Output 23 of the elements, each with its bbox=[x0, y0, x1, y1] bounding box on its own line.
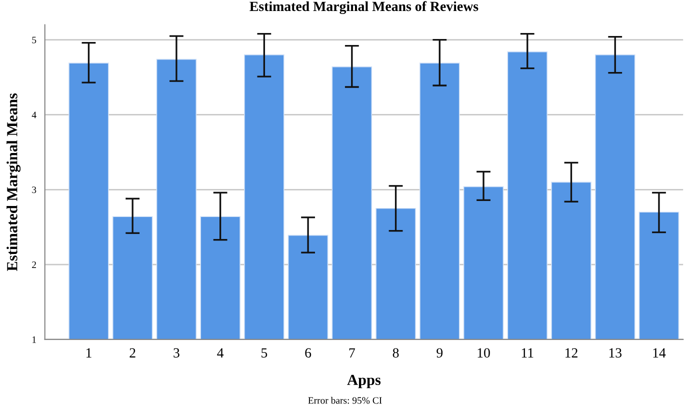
x-tick-label: 4 bbox=[217, 348, 224, 358]
x-tick-label: 1 bbox=[86, 348, 92, 358]
y-tick-label: 2 bbox=[32, 262, 36, 268]
x-tick-label: 12 bbox=[566, 348, 578, 358]
x-tick-label: 11 bbox=[522, 348, 534, 358]
x-tick-label: 3 bbox=[174, 348, 180, 358]
x-tick-label: 5 bbox=[262, 348, 268, 358]
y-tick-label: 1 bbox=[32, 336, 36, 343]
y-tick-label: 3 bbox=[32, 186, 36, 194]
x-axis-title: Apps bbox=[347, 374, 381, 388]
y-axis-title: Estimated Marginal Means bbox=[6, 93, 21, 272]
x-tick-label: 2 bbox=[130, 348, 136, 358]
x-tick-label: 14 bbox=[653, 348, 666, 358]
x-tick-label: 13 bbox=[609, 348, 622, 358]
chart-title: Estimated Marginal Means of Reviews bbox=[250, 1, 478, 14]
x-tick-label: 10 bbox=[478, 348, 490, 358]
y-tick-label: 4 bbox=[32, 112, 36, 118]
x-tick-label: 6 bbox=[305, 348, 312, 358]
x-tick-label: 8 bbox=[392, 348, 399, 358]
y-tick-label: 5 bbox=[32, 36, 36, 44]
text: Error bars: 95% CI bbox=[308, 396, 382, 404]
x-tick-label: 9 bbox=[436, 348, 443, 358]
x-tick-label: 7 bbox=[349, 348, 355, 358]
